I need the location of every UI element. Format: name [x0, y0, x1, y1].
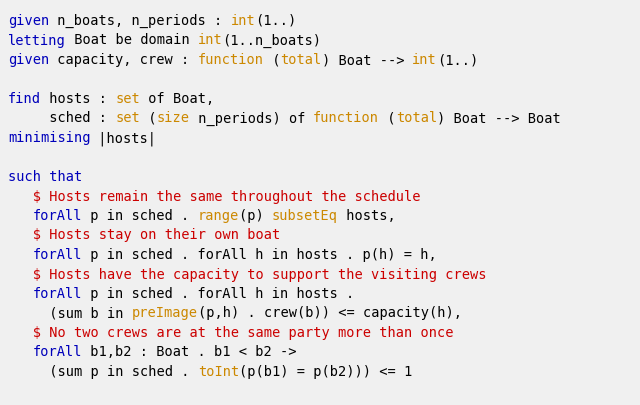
Text: set: set [115, 92, 140, 106]
Text: forAll: forAll [33, 209, 83, 222]
Text: hosts :: hosts : [41, 92, 115, 106]
Text: (sum p in sched .: (sum p in sched . [8, 364, 198, 378]
Text: ) Boat -->: ) Boat --> [321, 53, 412, 67]
Text: (sum b in: (sum b in [8, 306, 132, 320]
Text: range: range [198, 209, 239, 222]
Text: forAll: forAll [33, 345, 83, 358]
Text: sched :: sched : [8, 111, 115, 125]
Text: p in sched . forAll h in hosts .: p in sched . forAll h in hosts . [83, 286, 355, 300]
Text: $ Hosts remain the same throughout the schedule: $ Hosts remain the same throughout the s… [8, 189, 420, 203]
Text: (: ( [380, 111, 396, 125]
Text: Boat be domain: Boat be domain [66, 34, 198, 47]
Text: (p(b1) = p(b2))) <= 1: (p(b1) = p(b2))) <= 1 [239, 364, 412, 378]
Text: $ Hosts have the capacity to support the visiting crews: $ Hosts have the capacity to support the… [8, 267, 486, 281]
Text: of Boat,: of Boat, [140, 92, 214, 106]
Text: |hosts|: |hosts| [90, 131, 157, 145]
Text: (1..): (1..) [255, 14, 297, 28]
Text: p in sched . forAll h in hosts . p(h) = h,: p in sched . forAll h in hosts . p(h) = … [83, 247, 437, 261]
Text: (p): (p) [239, 209, 272, 222]
Text: such that: such that [8, 170, 83, 183]
Text: total: total [396, 111, 437, 125]
Text: total: total [280, 53, 321, 67]
Text: int: int [198, 34, 223, 47]
Text: given: given [8, 14, 49, 28]
Text: int: int [412, 53, 437, 67]
Text: function: function [198, 53, 264, 67]
Text: int: int [231, 14, 255, 28]
Text: size: size [157, 111, 189, 125]
Text: (1..n_boats): (1..n_boats) [223, 34, 321, 47]
Text: (: ( [264, 53, 280, 67]
Text: (1..): (1..) [437, 53, 478, 67]
Text: forAll: forAll [33, 286, 83, 300]
Text: n_periods) of: n_periods) of [189, 111, 313, 125]
Text: preImage: preImage [132, 306, 198, 320]
Text: minimising: minimising [8, 131, 90, 145]
Text: set: set [115, 111, 140, 125]
Text: p in sched .: p in sched . [83, 209, 198, 222]
Text: (p,h) . crew(b)) <= capacity(h),: (p,h) . crew(b)) <= capacity(h), [198, 306, 461, 320]
Text: capacity, crew :: capacity, crew : [49, 53, 198, 67]
Text: ) Boat --> Boat: ) Boat --> Boat [437, 111, 561, 125]
Text: (: ( [140, 111, 157, 125]
Text: find: find [8, 92, 41, 106]
Text: hosts,: hosts, [338, 209, 396, 222]
Text: letting: letting [8, 34, 66, 47]
Text: function: function [313, 111, 380, 125]
Text: $ No two crews are at the same party more than once: $ No two crews are at the same party mor… [8, 325, 454, 339]
Text: n_boats, n_periods :: n_boats, n_periods : [49, 14, 231, 28]
Text: $ Hosts stay on their own boat: $ Hosts stay on their own boat [8, 228, 280, 242]
Text: toInt: toInt [198, 364, 239, 378]
Text: b1,b2 : Boat . b1 < b2 ->: b1,b2 : Boat . b1 < b2 -> [83, 345, 297, 358]
Text: subsetEq: subsetEq [272, 209, 338, 222]
Text: forAll: forAll [33, 247, 83, 261]
Text: given: given [8, 53, 49, 67]
